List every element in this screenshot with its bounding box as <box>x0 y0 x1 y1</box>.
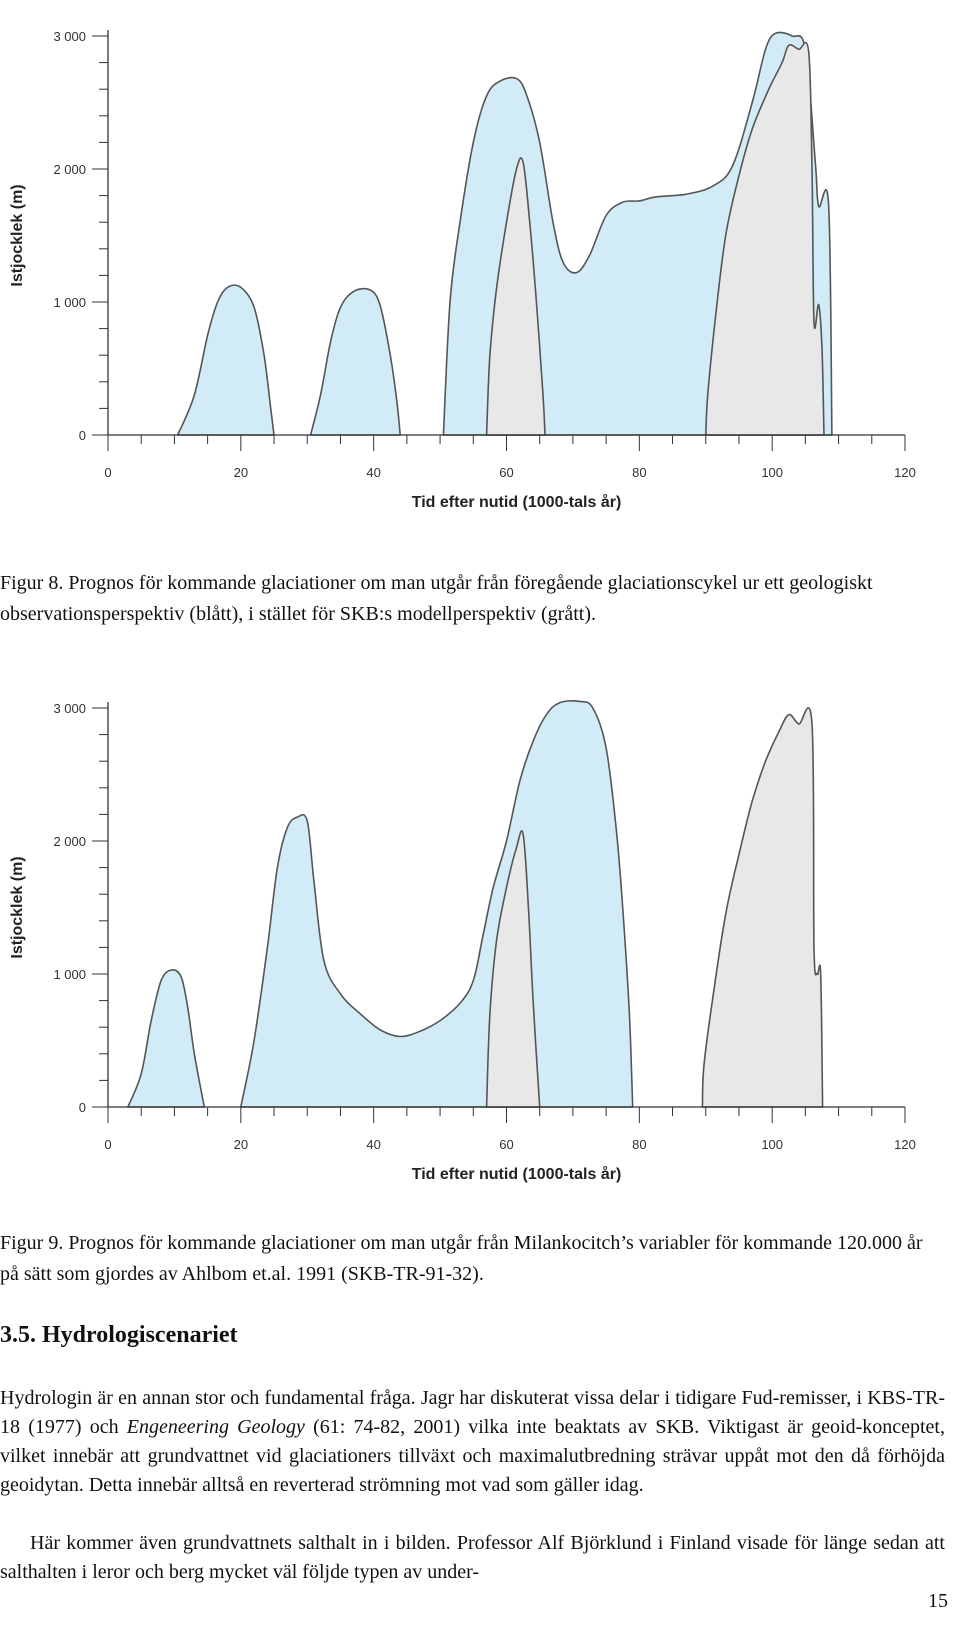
paragraph-hydrology-text-1: Hydrologin är en annan stor och fundamen… <box>0 1387 945 1438</box>
chart2-x-tick-label: 40 <box>366 1137 380 1152</box>
figure-8-svg: 0 1 000 2 000 3 000 0 20 40 60 80 100 120 Tid efter… <box>9 29 916 511</box>
chart1-x-tick-label: 40 <box>366 465 380 480</box>
chart1-x-tick-label: 100 <box>761 465 783 480</box>
chart2-y-tick-label: 0 <box>79 1100 86 1115</box>
chart2-series1-area-0 <box>485 830 541 1108</box>
chart1-x-tick-label: 20 <box>234 465 248 480</box>
chart1-x-tick-label: 0 <box>104 465 111 480</box>
chart2-y-tick-label: 1 000 <box>53 967 86 982</box>
figure-9-chart: 0 1 000 2 000 3 000 0 20 40 60 80 100 120 Tid efter… <box>0 672 960 1212</box>
chart2-series0-area-1 <box>240 700 634 1108</box>
chart1-series0-area-0 <box>176 284 275 436</box>
paragraph-hydrology-text-2: (61: 74-82, 2001) vilka inte beaktats av… <box>0 1416 945 1496</box>
chart2-x-axis-title: Tid efter nutid (1000-tals år) <box>412 1165 622 1183</box>
chart2-x-tick-label: 100 <box>761 1137 783 1152</box>
figure-8-caption: Figur 8. Prognos för kommande glaciation… <box>0 572 873 625</box>
chart2-x-tick-label: 20 <box>234 1137 248 1152</box>
paragraph-hydrology: Hydrologin är en annan stor och fundamen… <box>0 1384 945 1500</box>
chart1-y-tick-label: 1 000 <box>53 295 86 310</box>
section-heading: 3.5. Hydrologiscenariet <box>0 1322 238 1348</box>
chart1-series0-area-1 <box>309 287 401 436</box>
paragraph-salinity: Här kommer även grundvattnets salthalt i… <box>0 1532 945 1583</box>
figure-9-caption: Figur 9. Prognos för kommande glaciation… <box>0 1232 923 1285</box>
chart1-x-axis-title: Tid efter nutid (1000-tals år) <box>412 493 622 511</box>
chart2-y-axis-title: Istjocklek (m) <box>9 856 26 958</box>
figure-9-svg: 0 1 000 2 000 3 000 0 20 40 60 80 100 120 Tid efter… <box>9 700 916 1183</box>
chart1-y-tick-label: 0 <box>79 428 86 443</box>
chart1-series1-area-1 <box>705 41 825 436</box>
chart1-x-tick-label: 60 <box>499 465 513 480</box>
chart2-series0-area-0 <box>127 969 206 1108</box>
chart2-y-tick-label: 3 000 <box>53 701 86 716</box>
page-number: 15 <box>928 1590 948 1612</box>
figure-8-chart: 0 1 000 2 000 3 000 0 20 40 60 80 100 120 Tid efter… <box>0 0 960 540</box>
chart2-x-tick-label: 120 <box>894 1137 916 1152</box>
chart2-x-tick-label: 80 <box>632 1137 646 1152</box>
chart2-x-tick-label: 0 <box>104 1137 111 1152</box>
chart1-x-tick-label: 120 <box>894 465 916 480</box>
chart1-y-axis-title: Istjocklek (m) <box>9 184 26 286</box>
chart2-y-tick-label: 2 000 <box>53 834 86 849</box>
chart2-series1-area-1 <box>701 706 824 1108</box>
chart1-x-tick-label: 80 <box>632 465 646 480</box>
chart1-series1-area-0 <box>485 157 546 436</box>
chart1-y-tick-label: 3 000 <box>53 29 86 44</box>
chart1-y-tick-label: 2 000 <box>53 162 86 177</box>
journal-title: Engeneering Geology <box>126 1416 305 1438</box>
chart2-x-tick-label: 60 <box>499 1137 513 1152</box>
